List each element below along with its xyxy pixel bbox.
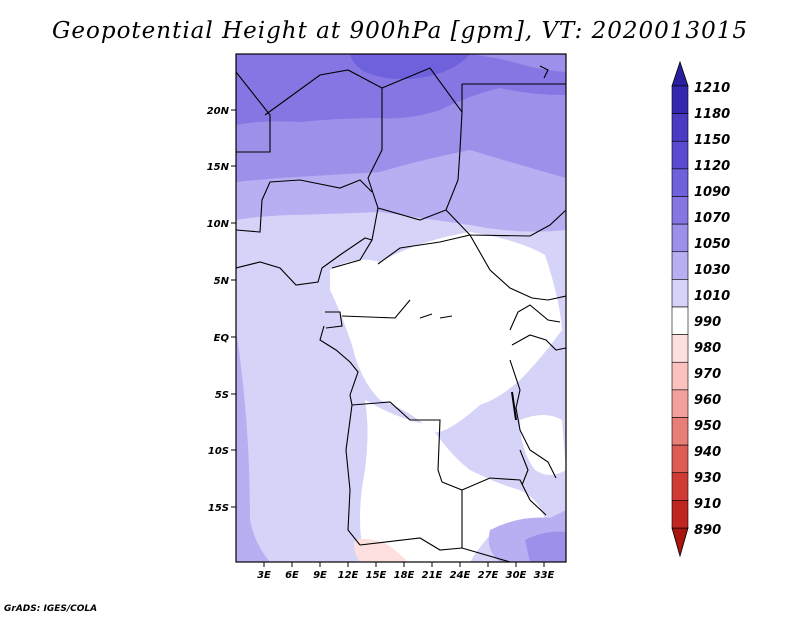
lon-label: 33E <box>534 570 555 581</box>
legend-label: 990 <box>694 315 721 330</box>
lon-label: 30E <box>506 570 527 581</box>
legend-label: 1030 <box>694 263 730 278</box>
legend-swatch <box>671 389 689 418</box>
legend-swatch <box>671 140 689 170</box>
grads-credit: GrADS: IGES/COLA <box>4 604 98 614</box>
legend-label: 930 <box>694 471 721 486</box>
lon-label: 6E <box>285 570 299 581</box>
lat-label: 5S <box>215 390 229 401</box>
legend-swatch <box>671 444 689 474</box>
legend-swatch <box>671 196 689 225</box>
legend-labels: 1210 1180 1150 1120 1090 1070 1050 1030 … <box>694 81 730 538</box>
lat-label: 15S <box>208 503 229 514</box>
legend-swatch <box>671 251 689 280</box>
color-legend <box>671 60 689 558</box>
lon-label: 3E <box>257 570 271 581</box>
lon-label: 18E <box>394 570 415 581</box>
legend-swatch <box>671 113 689 142</box>
lat-label: 15N <box>207 162 230 173</box>
legend-label: 980 <box>694 341 721 356</box>
lat-label: EQ <box>214 333 230 344</box>
legend-label: 1180 <box>694 107 730 122</box>
legend-label: 960 <box>694 393 721 408</box>
legend-swatch <box>671 361 689 391</box>
legend-label: 950 <box>694 419 721 434</box>
legend-label: 1120 <box>694 159 730 174</box>
legend-swatch <box>671 279 689 308</box>
lon-label: 12E <box>338 570 359 581</box>
legend-bottom-arrow <box>671 527 689 558</box>
lat-label: 10S <box>208 446 229 457</box>
lon-label: 15E <box>366 570 387 581</box>
lat-label: 5N <box>214 276 230 287</box>
legend-label: 1150 <box>694 133 730 148</box>
lon-label: 27E <box>478 570 499 581</box>
map-frame <box>235 53 567 563</box>
legend-swatch <box>671 500 689 529</box>
legend-swatch <box>671 417 689 446</box>
lat-label: 10N <box>207 219 230 230</box>
lon-label: 21E <box>422 570 443 581</box>
legend-label: 910 <box>694 497 721 512</box>
country-borders <box>236 65 566 562</box>
legend-label: 1070 <box>694 211 730 226</box>
legend-swatch <box>671 168 689 197</box>
legend-top-arrow <box>671 60 689 87</box>
legend-label: 1210 <box>694 81 730 96</box>
legend-label: 940 <box>694 445 721 460</box>
longitude-axis: 3E 6E 9E 12E 15E 18E 21E 24E 27E 30E 33E <box>257 562 555 581</box>
lon-label: 24E <box>450 570 471 581</box>
legend-swatch <box>671 85 689 114</box>
contour-field <box>236 54 566 562</box>
legend-swatch <box>671 306 689 335</box>
legend-label: 1010 <box>694 289 730 304</box>
lat-label: 20N <box>207 106 230 117</box>
map-title: Geopotential Height at 900hPa [gpm], VT:… <box>52 18 748 44</box>
legend-label: 970 <box>694 367 721 382</box>
latitude-axis: 20N 15N 10N 5N EQ 5S 10S 15S <box>207 106 236 514</box>
legend-label: 1050 <box>694 237 730 252</box>
legend-swatch <box>671 223 689 253</box>
lon-label: 9E <box>313 570 327 581</box>
legend-label: 1090 <box>694 185 730 200</box>
legend-label: 890 <box>694 523 721 538</box>
legend-swatch <box>671 334 689 363</box>
legend-swatch <box>671 472 689 501</box>
